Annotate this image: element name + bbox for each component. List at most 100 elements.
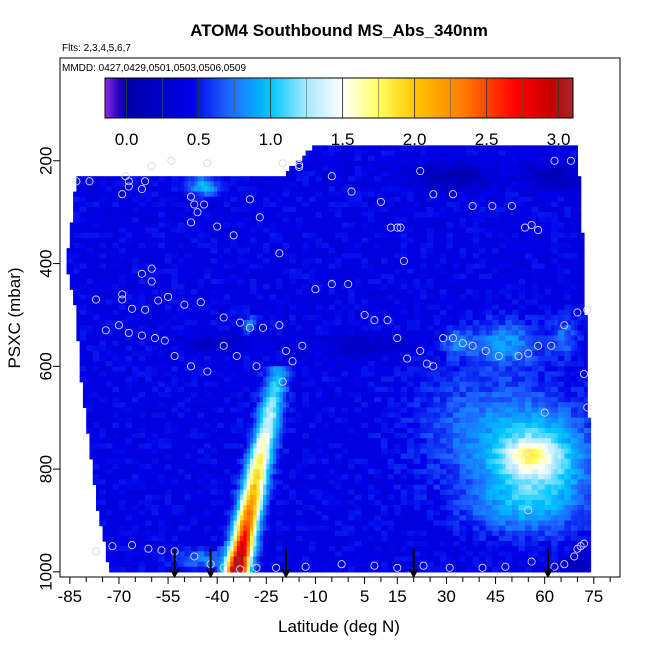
heatmap-cell [505,273,510,280]
heatmap-cell [508,155,513,162]
heatmap-cell [344,160,349,167]
heatmap-cell [259,207,264,213]
heatmap-cell [541,171,546,177]
heatmap-cell [459,309,464,316]
heatmap-cell [423,227,428,234]
heatmap-cell [148,304,153,311]
heatmap-cell [551,309,556,316]
heatmap-cell [466,212,470,218]
heatmap-cell [466,253,470,260]
heatmap-cell [351,237,356,244]
heatmap-cell [423,263,428,270]
heatmap-cell [299,253,303,260]
heatmap-cell [390,171,395,177]
heatmap-cell [190,304,195,311]
heatmap-cell [495,268,500,275]
heatmap-cell [184,191,189,198]
heatmap-cell [557,258,562,265]
heatmap-cell [367,278,372,285]
heatmap-cell [79,186,84,193]
heatmap-cell [184,186,189,193]
heatmap-cell [430,191,434,198]
heatmap-cell [233,248,238,254]
heatmap-cell [472,263,477,270]
heatmap-cell [125,242,130,249]
heatmap-cell [344,176,349,182]
heatmap-cell [73,294,77,301]
heatmap-cell [220,278,225,285]
heatmap-cell [335,314,339,321]
heatmap-cell [430,320,434,326]
heatmap-cell [204,284,208,290]
heatmap-cell [230,217,235,224]
heatmap-cell [570,299,575,306]
heatmap-cell [485,278,490,285]
heatmap-cell [240,227,244,234]
heatmap-cell [564,150,569,157]
heatmap-cell [456,222,461,229]
heatmap-cell [272,284,277,290]
heatmap-cell [367,268,372,275]
heatmap-cell [466,160,470,167]
heatmap-cell [469,191,474,198]
heatmap-cell [443,273,448,280]
heatmap-cell [109,314,113,321]
heatmap-cell [469,217,474,224]
heatmap-cell [430,181,434,188]
heatmap-cell [279,299,284,306]
heatmap-cell [295,227,300,234]
heatmap-cell [256,212,261,218]
heatmap-cell [335,309,339,316]
heatmap-cell [145,232,150,239]
heatmap-cell [168,320,172,326]
heatmap-cell [371,268,375,275]
heatmap-cell [279,304,284,311]
heatmap-cell [328,165,333,172]
heatmap-cell [263,222,267,229]
heatmap-cell [89,232,94,239]
heatmap-cell [73,227,77,234]
heatmap-cell [354,258,359,265]
heatmap-cell [161,294,166,301]
heatmap-cell [276,217,281,224]
heatmap-cell [269,273,274,280]
heatmap-cell [318,222,323,229]
heatmap-cell [272,289,277,295]
heatmap-cell [400,171,405,177]
heatmap-cell [118,273,123,280]
heatmap-cell [331,309,336,316]
heatmap-cell [449,232,454,239]
heatmap-cell [361,171,366,177]
heatmap-cell [259,263,264,270]
heatmap-cell [348,150,353,157]
heatmap-cell [73,232,77,239]
heatmap-cell [151,304,156,311]
heatmap-cell [266,227,271,234]
heatmap-cell [570,253,575,260]
heatmap-cell [321,268,326,275]
heatmap-cell [112,289,117,295]
heatmap-cell [538,294,542,301]
heatmap-cell [407,227,411,234]
heatmap-cell [508,309,513,316]
heatmap-cell [518,196,523,203]
heatmap-cell [525,222,529,229]
heatmap-cell [400,160,405,167]
heatmap-cell [174,248,179,254]
heatmap-cell [227,278,231,285]
heatmap-cell [148,237,153,244]
heatmap-cell [544,186,549,193]
heatmap-cell [502,299,506,306]
heatmap-cell [525,304,529,311]
heatmap-cell [348,309,353,316]
heatmap-cell [525,181,529,188]
heatmap-cell [449,201,454,208]
heatmap-cell [538,227,542,234]
heatmap-cell [567,150,572,157]
heatmap-cell [394,294,398,301]
heatmap-cell [118,186,123,193]
heatmap-cell [86,278,91,285]
heatmap-cell [407,242,411,249]
heatmap-cell [492,212,497,218]
heatmap-cell [433,207,438,213]
